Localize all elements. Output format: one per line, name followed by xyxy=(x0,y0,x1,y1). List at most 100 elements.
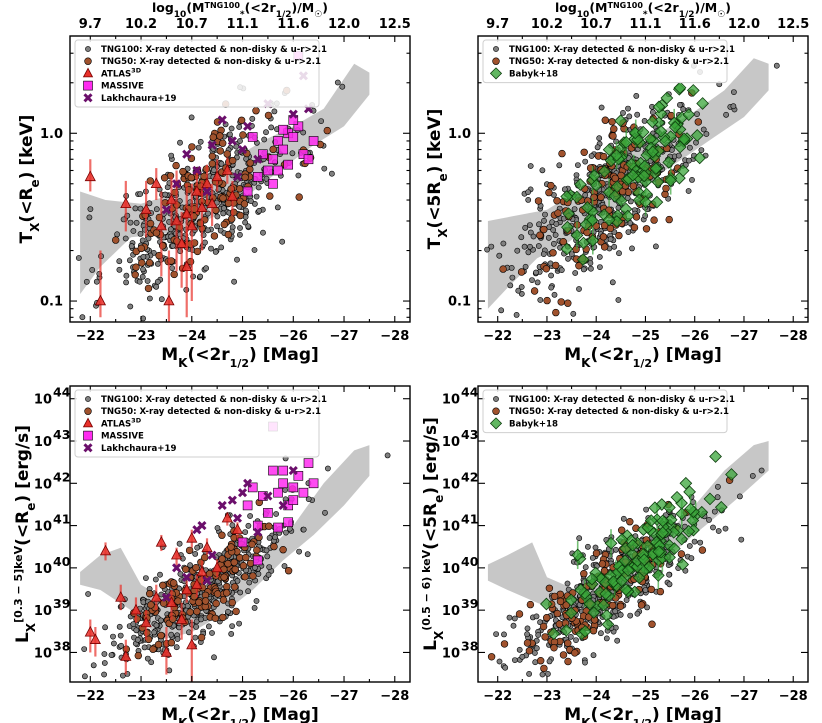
y-tick-label: 10 xyxy=(34,477,52,492)
atlas-point xyxy=(120,197,132,209)
tng50-point xyxy=(547,181,555,190)
lakhchaura-point xyxy=(207,140,217,150)
legend-tng50-marker xyxy=(84,407,92,415)
tng50-point xyxy=(210,232,219,240)
atlas-point xyxy=(186,638,198,650)
tng50-point xyxy=(195,598,203,607)
atlas-point xyxy=(165,193,178,205)
lakhchaura-point xyxy=(243,121,253,131)
tng50-point xyxy=(499,265,507,273)
tng50-point xyxy=(637,601,646,609)
tng100-point xyxy=(715,483,721,490)
y-tick-exponent: 41 xyxy=(53,512,70,527)
tng50-point xyxy=(227,543,235,551)
tng100-point xyxy=(195,144,202,151)
tng100-point xyxy=(582,659,588,666)
tng100-point xyxy=(582,564,589,571)
tng100-point xyxy=(114,231,120,238)
tng50-point xyxy=(589,626,598,635)
tng50-point xyxy=(487,653,496,661)
tng100-point xyxy=(526,671,532,677)
tng100-point xyxy=(123,272,130,279)
x-tick-label: −27 xyxy=(330,329,359,344)
tng100-point xyxy=(620,515,627,522)
tng100-point xyxy=(507,282,514,289)
tng50-point xyxy=(231,583,239,591)
tng100-point xyxy=(153,283,160,290)
tng100-point xyxy=(644,604,650,611)
tng50-point xyxy=(232,607,240,616)
y-tick-label: 10 xyxy=(442,562,460,577)
tng50-point xyxy=(131,271,139,279)
y-tick-exponent: 40 xyxy=(461,554,479,569)
legend: TNG100: X-ray detected & non-disky & u-r… xyxy=(482,389,735,434)
tng50-point xyxy=(609,132,617,140)
tng100-point xyxy=(227,131,233,138)
babyk-point xyxy=(675,532,689,546)
babyk-point xyxy=(599,587,613,601)
tng100-point xyxy=(609,279,616,286)
tng50-point xyxy=(211,614,220,622)
lakhchaura-points xyxy=(161,466,298,602)
tng50-point xyxy=(145,259,154,267)
atlas-point xyxy=(221,511,233,523)
babyk-point xyxy=(632,571,646,585)
tng50-point xyxy=(147,601,155,609)
y-tick-exponent: 42 xyxy=(461,469,478,484)
legend-label: MASSIVE xyxy=(101,432,144,442)
legend-massive-marker xyxy=(83,430,93,441)
tng100-point xyxy=(273,511,279,517)
tng100-point xyxy=(83,278,90,285)
tng50-point xyxy=(572,245,580,254)
tng100-point xyxy=(535,632,542,638)
tng50-point xyxy=(266,192,274,200)
babyk-point xyxy=(562,207,575,221)
massive-point xyxy=(273,487,283,498)
babyk-point xyxy=(639,195,652,209)
tng50-point xyxy=(137,244,146,253)
y-tick-label: 10 xyxy=(34,393,52,408)
tng50-point xyxy=(517,268,526,276)
tng50-point xyxy=(249,572,257,580)
x-tick-label: −28 xyxy=(380,329,409,344)
tng100-point xyxy=(251,200,258,207)
x-tick-label: −26 xyxy=(680,329,709,344)
tng50-point xyxy=(590,193,598,202)
babyk-point xyxy=(696,97,709,110)
babyk-point xyxy=(589,178,603,192)
tng50-point xyxy=(219,596,228,604)
atlas-point xyxy=(206,197,218,209)
x-tick-label: −25 xyxy=(631,329,660,344)
legend-label: Lakhchaura+19 xyxy=(101,94,176,104)
tng50-point xyxy=(500,640,509,648)
tng100-point xyxy=(607,236,614,243)
tng100-point xyxy=(177,139,183,146)
tng50-point xyxy=(223,582,231,591)
atlas-point xyxy=(163,294,175,306)
tng100-point xyxy=(575,162,581,168)
babyk-point xyxy=(587,606,601,619)
babyk-point xyxy=(602,213,616,227)
tng100-point xyxy=(249,115,256,122)
top-tick-label: 9.7 xyxy=(79,17,102,32)
tng100-point xyxy=(551,240,557,247)
tng100-point xyxy=(89,266,96,273)
tng50-point xyxy=(592,549,601,557)
top-tick-label: 12.5 xyxy=(379,17,411,32)
babyk-point xyxy=(651,569,665,582)
babyk-point xyxy=(644,514,658,527)
tng50-point xyxy=(193,247,202,256)
tng50-point xyxy=(154,640,163,649)
legend-babyk-marker xyxy=(489,67,503,80)
tng100-point xyxy=(533,269,539,276)
babyk-point xyxy=(560,190,574,203)
y-tick-exponent: 41 xyxy=(461,512,478,527)
tng100-point xyxy=(634,111,641,118)
tng100-point xyxy=(134,637,141,643)
tng50-point xyxy=(599,233,608,241)
tng100-point xyxy=(263,547,270,554)
tng100-point xyxy=(666,571,672,578)
babyk-point xyxy=(618,554,632,568)
tng100-point xyxy=(723,111,729,118)
